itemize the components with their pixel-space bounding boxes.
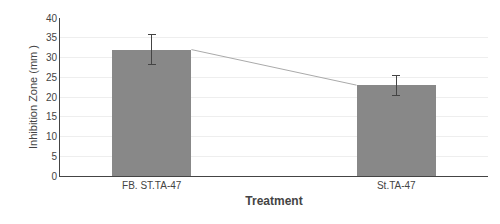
svg-text:10: 10 xyxy=(46,131,58,142)
svg-text:Treatment: Treatment xyxy=(245,194,302,208)
svg-text:40: 40 xyxy=(46,13,58,24)
svg-text:15: 15 xyxy=(46,111,58,122)
svg-text:Inhibition Zone (mm ): Inhibition Zone (mm ) xyxy=(27,45,39,149)
svg-text:25: 25 xyxy=(46,72,58,83)
svg-text:20: 20 xyxy=(46,92,58,103)
svg-text:5: 5 xyxy=(51,151,57,162)
svg-text:30: 30 xyxy=(46,52,58,63)
svg-text:FB. ST.TA-47: FB. ST.TA-47 xyxy=(122,180,182,191)
svg-text:0: 0 xyxy=(51,171,57,182)
svg-text:35: 35 xyxy=(46,32,58,43)
svg-text:St.TA-47: St.TA-47 xyxy=(377,180,416,191)
